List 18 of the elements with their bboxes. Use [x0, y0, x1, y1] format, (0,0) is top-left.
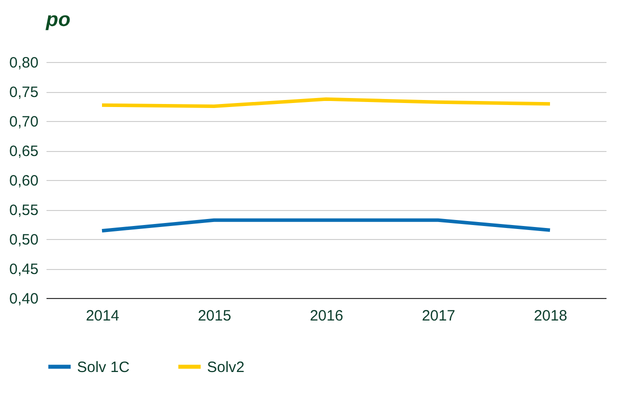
x-tick-label: 2017	[422, 308, 456, 324]
y-tick-label: 0,65	[9, 143, 38, 160]
chart-title: po	[45, 9, 70, 31]
y-tick-label: 0,40	[9, 290, 38, 308]
y-tick-label: 0,55	[9, 202, 38, 219]
line-series	[100, 97, 552, 108]
x-tick-label: 2014	[86, 308, 120, 324]
x-tick-label: 2018	[534, 308, 568, 324]
y-tick-label: 0,80	[9, 54, 38, 72]
y-tick-label: 0,75	[9, 84, 38, 101]
x-tick-label: 2015	[198, 308, 232, 324]
x-tick-label: 2016	[310, 308, 344, 324]
legend-label: Solv 1C	[77, 358, 130, 376]
y-tick-label: 0,45	[9, 261, 38, 278]
y-tick-label: 0,60	[9, 172, 38, 190]
y-tick-label: 0,70	[9, 114, 38, 130]
y-tick-label: 0,50	[9, 232, 38, 248]
legend-label: Solv2	[207, 358, 245, 376]
